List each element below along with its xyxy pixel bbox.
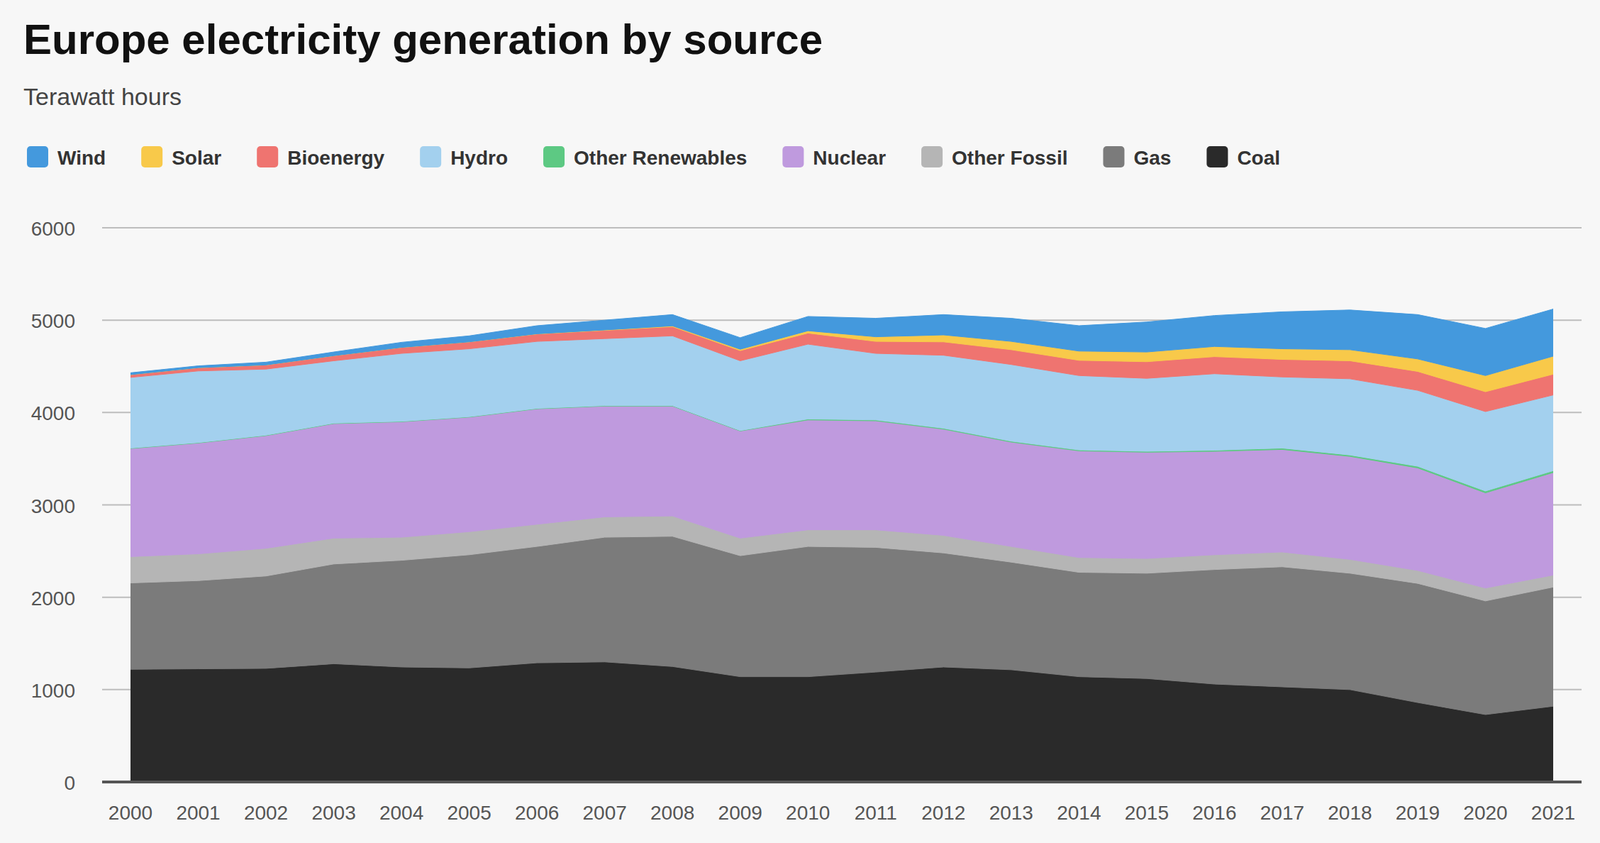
- x-tick-label: 2006: [514, 801, 559, 824]
- title: Europe electricity generation by source: [23, 15, 823, 64]
- x-tick-label: 2011: [854, 801, 898, 824]
- x-tick-label: 2013: [989, 801, 1034, 824]
- legend-swatch: [1102, 146, 1125, 168]
- background: [0, 0, 1600, 843]
- y-tick-label: 5000: [31, 309, 76, 332]
- legend-label: Other Renewables: [573, 146, 747, 169]
- x-tick-label: 2001: [175, 801, 220, 824]
- legend-label: Hydro: [450, 146, 508, 169]
- grid: [102, 227, 1582, 782]
- y-tick-label: 3000: [31, 495, 76, 518]
- x-tick-label: 2014: [1056, 801, 1101, 824]
- subtitle: Terawatt hours: [23, 82, 182, 110]
- x-tick-label: 2015: [1124, 801, 1169, 824]
- legend-label: Gas: [1133, 146, 1171, 169]
- x-tick-label: 2012: [921, 801, 966, 824]
- legend-label: Coal: [1236, 146, 1281, 169]
- x-tick-label: 2005: [446, 801, 491, 824]
- x-tick-label: 2019: [1395, 801, 1440, 824]
- legend-swatch: [1206, 146, 1228, 168]
- areas: [130, 309, 1554, 782]
- y-tick-label: 2000: [31, 587, 76, 610]
- x-tick-label: 2021: [1531, 801, 1576, 824]
- x-tick-label: 2008: [650, 801, 695, 824]
- x-tick-label: 2007: [582, 801, 627, 824]
- x-tick-label: 2002: [243, 801, 288, 824]
- grid-line: [102, 226, 1582, 229]
- legend-swatch: [782, 146, 804, 168]
- y-tick-label: 1000: [31, 679, 76, 702]
- x-tick-label: 2016: [1192, 801, 1237, 824]
- x-tick-label: 2009: [718, 801, 763, 824]
- legend-swatch: [921, 146, 943, 168]
- legend: Wind Solar Bioenergy Hydro Other Renewables N…: [26, 146, 1281, 169]
- x-tick-label: 2010: [785, 801, 830, 824]
- legend-swatch: [256, 146, 279, 168]
- area: [130, 309, 1554, 376]
- legend-swatch: [543, 146, 565, 168]
- legend-label: Solar: [171, 146, 222, 169]
- x-tick-label: 2017: [1260, 801, 1305, 824]
- grid-line: [102, 780, 1582, 783]
- x-tick-label: 2020: [1463, 801, 1508, 824]
- x-tick-label: 2018: [1327, 801, 1372, 824]
- legend-label: Wind: [57, 146, 106, 169]
- y-tick-label: 6000: [31, 217, 76, 240]
- y-tick-label: 4000: [31, 402, 76, 425]
- legend-swatch: [419, 146, 442, 168]
- x-tick-label: 2000: [108, 801, 153, 824]
- legend-label: Nuclear: [812, 146, 886, 169]
- legend-swatch: [141, 146, 163, 168]
- x-tick-label: 2003: [311, 801, 356, 824]
- legend-label: Other Fossil: [951, 146, 1068, 169]
- y-tick-label: 0: [63, 771, 76, 794]
- legend-swatch: [26, 146, 49, 168]
- x-axis: [102, 780, 1582, 783]
- x-tick-label: 2004: [379, 801, 424, 824]
- legend-label: Bioenergy: [287, 146, 385, 169]
